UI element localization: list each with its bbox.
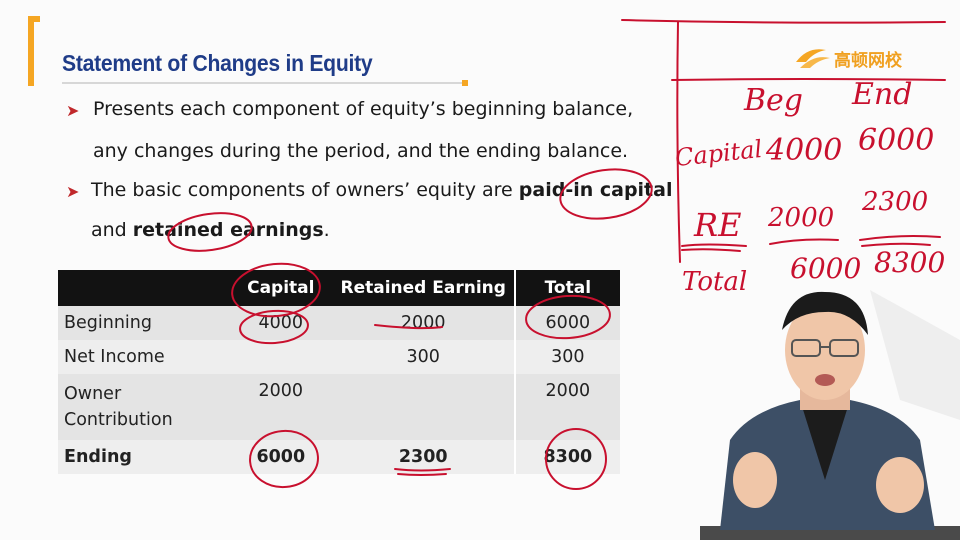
hw-row-capital-end: 6000 bbox=[858, 123, 934, 158]
bullet-1-line-1: Presents each component of equity’s begi… bbox=[93, 98, 634, 120]
bullet-2-line-2: and retained earnings. bbox=[91, 219, 330, 241]
hw-row-capital-beg: 4000 bbox=[765, 133, 842, 168]
cell-retained: 300 bbox=[332, 340, 515, 374]
table-row: Ending 6000 2300 8300 bbox=[58, 440, 620, 474]
table-row: Owner Contribution 2000 2000 bbox=[58, 374, 620, 440]
cell-retained: 2000 bbox=[332, 306, 515, 340]
cell-total: 8300 bbox=[513, 440, 620, 474]
row-label: Beginning bbox=[58, 306, 229, 340]
row-label: Net Income bbox=[58, 340, 229, 374]
cell-capital bbox=[228, 340, 333, 374]
cell-capital: 6000 bbox=[228, 440, 333, 474]
hw-row-capital-label: Capital bbox=[674, 135, 764, 172]
row-label: Ending bbox=[58, 440, 229, 474]
table-header-capital: Capital bbox=[228, 270, 333, 306]
bullet-2-line-1: The basic components of owners’ equity a… bbox=[91, 179, 672, 201]
row-label-line-1: Owner bbox=[64, 384, 122, 404]
title-underline bbox=[62, 82, 466, 84]
presenter-video bbox=[700, 290, 960, 540]
cell-capital: 2000 bbox=[228, 374, 333, 440]
table-header-retained: Retained Earning bbox=[332, 270, 515, 306]
row-label: Owner Contribution bbox=[58, 374, 229, 440]
bullet-arrow-icon: ➤ bbox=[66, 182, 80, 201]
table-header-row: Capital Retained Earning Total bbox=[58, 270, 620, 306]
bullet-1-line-2: any changes during the period, and the e… bbox=[93, 140, 629, 162]
hw-header-end: End bbox=[851, 77, 912, 112]
table-header-blank bbox=[58, 270, 229, 306]
table-row: Net Income 300 300 bbox=[58, 340, 620, 374]
hw-header-beg: Beg bbox=[743, 83, 803, 118]
bullet-2-bold-term-2: retained earnings bbox=[132, 219, 324, 241]
title-underline-dot bbox=[462, 80, 468, 86]
bullet-arrow-icon: ➤ bbox=[66, 101, 80, 120]
hw-row-re-end: 2300 bbox=[861, 187, 928, 217]
cell-capital: 4000 bbox=[228, 306, 333, 340]
logo-text: 高顿网校 bbox=[834, 51, 902, 71]
equity-table: Capital Retained Earning Total Beginning… bbox=[58, 270, 620, 474]
bullet-2-text-2: and bbox=[91, 219, 133, 241]
hw-row-re-beg: 2000 bbox=[767, 203, 834, 233]
cell-retained: 2300 bbox=[332, 440, 515, 474]
bullet-2-period: . bbox=[323, 219, 330, 241]
table-header-total: Total bbox=[513, 270, 620, 306]
cell-total: 300 bbox=[513, 340, 620, 374]
cell-total: 2000 bbox=[513, 374, 620, 440]
title-bracket-decoration bbox=[28, 16, 40, 86]
slide-title: Statement of Changes in Equity bbox=[62, 50, 373, 76]
row-label-line-2: Contribution bbox=[64, 410, 173, 430]
hw-row-total-end: 8300 bbox=[874, 246, 945, 279]
bullet-2-text: The basic components of owners’ equity a… bbox=[91, 179, 519, 201]
hw-row-re-label: RE bbox=[693, 206, 741, 244]
bullet-2-bold-term: paid-in capital bbox=[518, 179, 673, 201]
cell-retained bbox=[332, 374, 515, 440]
logo-icon bbox=[796, 49, 830, 68]
table-row: Beginning 4000 2000 6000 bbox=[58, 306, 620, 340]
cell-total: 6000 bbox=[513, 306, 620, 340]
